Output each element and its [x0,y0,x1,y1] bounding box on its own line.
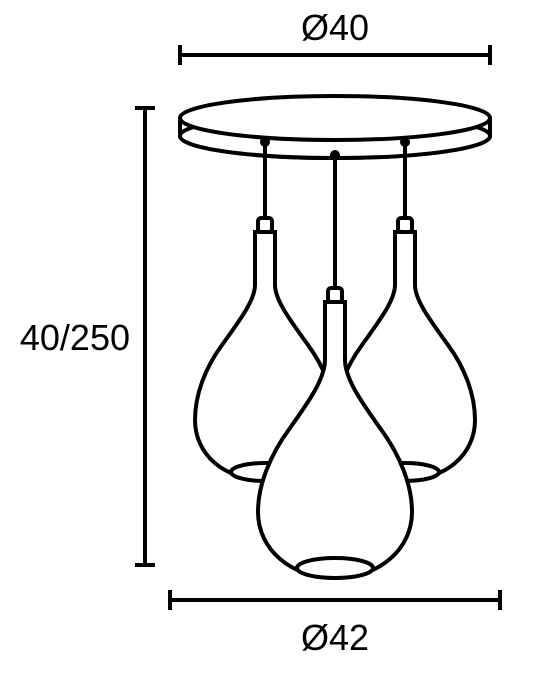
height-range-label: 40/250 [20,317,130,358]
top-dimension: Ø40 [180,7,490,65]
top-diameter-label: Ø40 [301,7,369,48]
bottom-dimension: Ø42 [170,590,500,658]
height-dimension: 40/250 [20,108,155,565]
ceiling-canopy [180,96,490,158]
bottom-diameter-label: Ø42 [301,617,369,658]
